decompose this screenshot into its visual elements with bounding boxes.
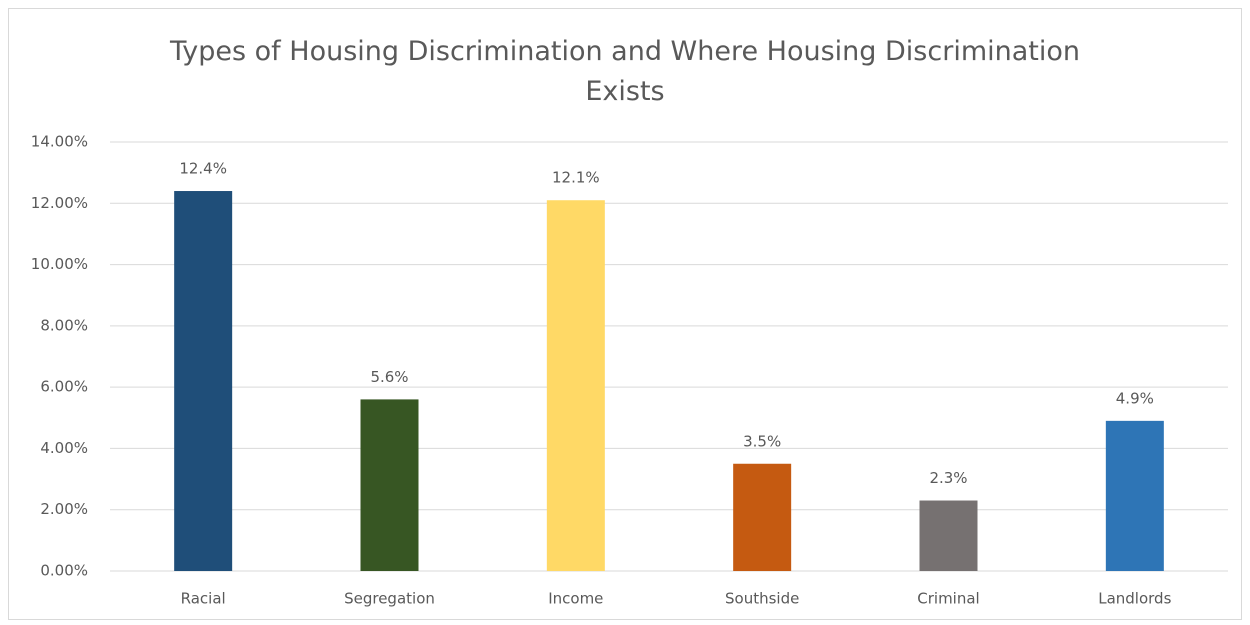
data-label: 12.1% bbox=[552, 169, 600, 187]
y-tick-label: 0.00% bbox=[40, 562, 88, 580]
y-tick-label: 10.00% bbox=[31, 255, 88, 273]
bar bbox=[1105, 420, 1164, 571]
bar bbox=[546, 200, 605, 571]
x-tick-label: Landlords bbox=[1098, 590, 1171, 608]
x-tick-label: Southside bbox=[725, 590, 799, 608]
bar bbox=[360, 399, 419, 571]
data-label: 5.6% bbox=[370, 368, 408, 386]
y-tick-label: 6.00% bbox=[40, 378, 88, 396]
chart-title: Types of Housing Discrimination and Wher… bbox=[170, 36, 1080, 107]
data-label: 2.3% bbox=[929, 469, 967, 487]
bar bbox=[733, 463, 792, 571]
data-label: 4.9% bbox=[1116, 389, 1154, 407]
data-label: 3.5% bbox=[743, 432, 781, 450]
data-label: 12.4% bbox=[179, 160, 227, 178]
x-tick-label: Income bbox=[548, 590, 603, 608]
chart-border bbox=[8, 8, 1242, 620]
x-tick-label: Segregation bbox=[344, 590, 435, 608]
y-tick-label: 12.00% bbox=[31, 194, 88, 212]
y-tick-label: 14.00% bbox=[31, 133, 88, 151]
y-tick-label: 2.00% bbox=[40, 500, 88, 518]
x-tick-label: Criminal bbox=[917, 590, 979, 608]
bar bbox=[919, 500, 978, 571]
y-tick-label: 4.00% bbox=[40, 439, 88, 457]
y-tick-label: 8.00% bbox=[40, 316, 88, 334]
bar bbox=[174, 191, 233, 571]
x-tick-label: Racial bbox=[181, 590, 226, 608]
